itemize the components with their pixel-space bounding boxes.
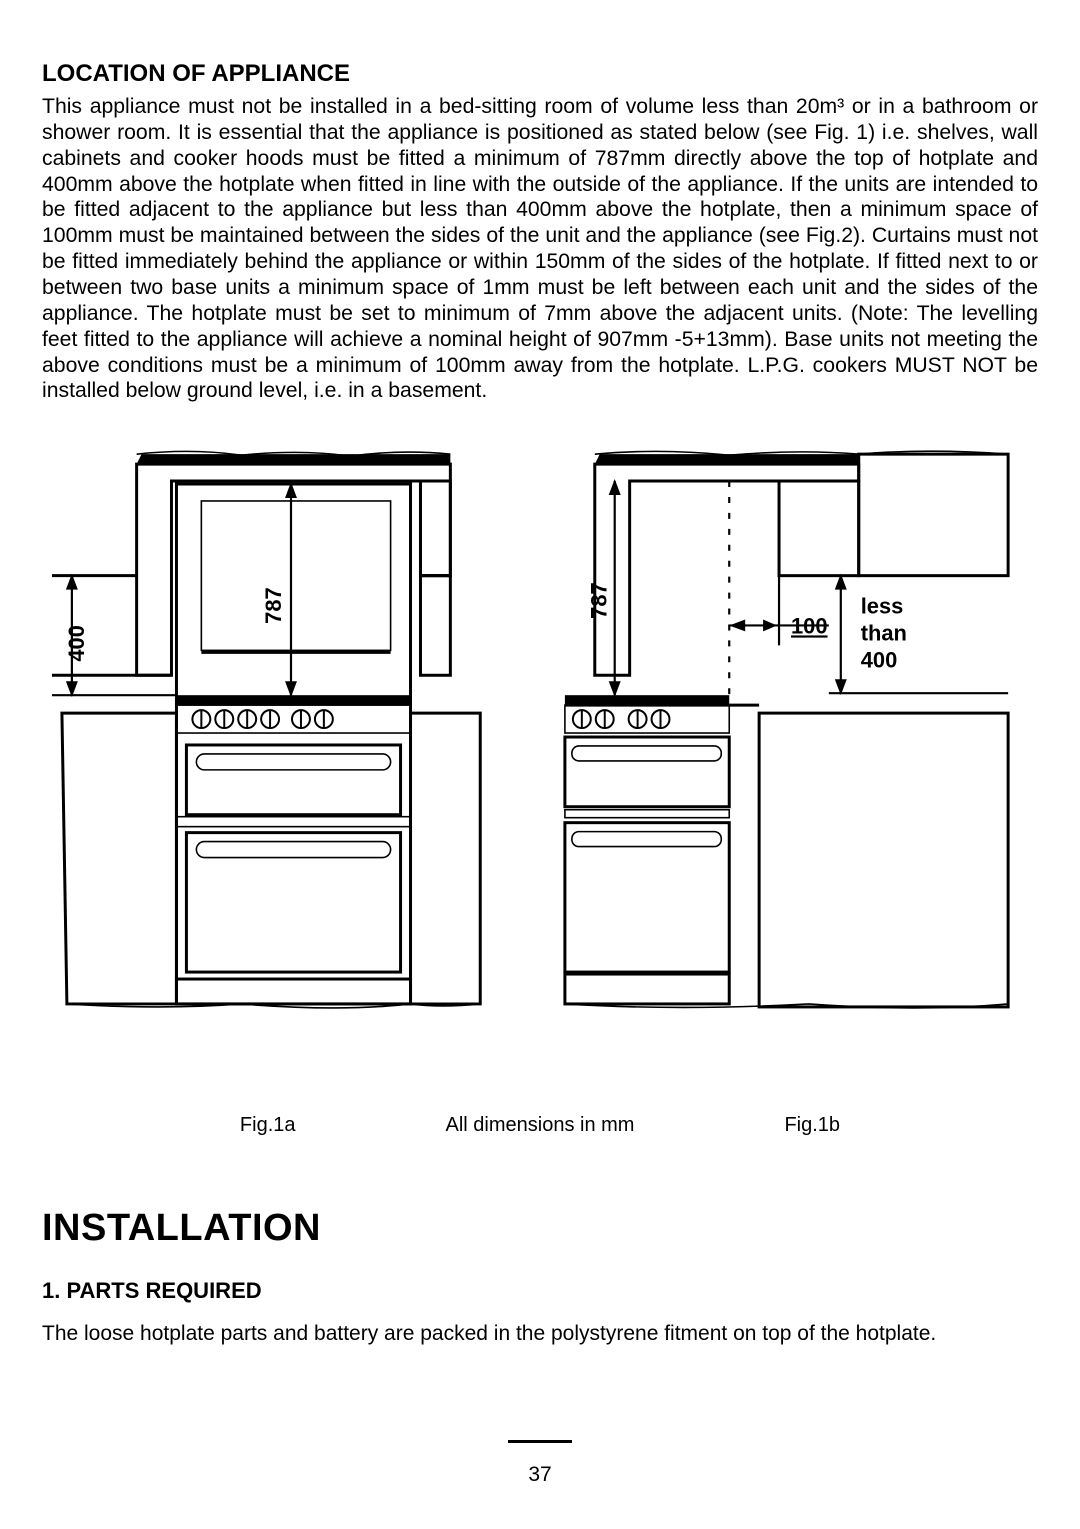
caption-fig1a: Fig.1a <box>240 1114 296 1137</box>
figures-row: 787 400 <box>42 446 1038 1034</box>
note-400: 400 <box>861 648 898 673</box>
dim-787-left: 787 <box>261 588 286 625</box>
figure-1b: 787 100 less than 400 <box>565 451 1008 1008</box>
figure-1a: 787 400 <box>52 452 480 1009</box>
page-number: 37 <box>0 1463 1080 1487</box>
caption-fig1b: Fig.1b <box>784 1114 840 1137</box>
dim-400-left: 400 <box>64 625 89 662</box>
parts-required-body: The loose hotplate parts and battery are… <box>42 1322 1038 1346</box>
body-location: This appliance must not be installed in … <box>42 94 1038 404</box>
parts-required-heading: 1. PARTS REQUIRED <box>42 1278 1038 1304</box>
dim-787-right: 787 <box>587 583 612 620</box>
heading-location: LOCATION OF APPLIANCE <box>42 60 1038 88</box>
installation-figures: 787 400 <box>42 446 1038 1034</box>
page-rule <box>508 1440 572 1443</box>
figure-captions: Fig.1a All dimensions in mm Fig.1b <box>42 1114 1038 1137</box>
installation-title: INSTALLATION <box>42 1207 1038 1250</box>
caption-dimensions: All dimensions in mm <box>446 1114 635 1137</box>
note-than: than <box>861 621 907 646</box>
note-less: less <box>861 594 904 619</box>
dim-100-right: 100 <box>791 614 828 639</box>
